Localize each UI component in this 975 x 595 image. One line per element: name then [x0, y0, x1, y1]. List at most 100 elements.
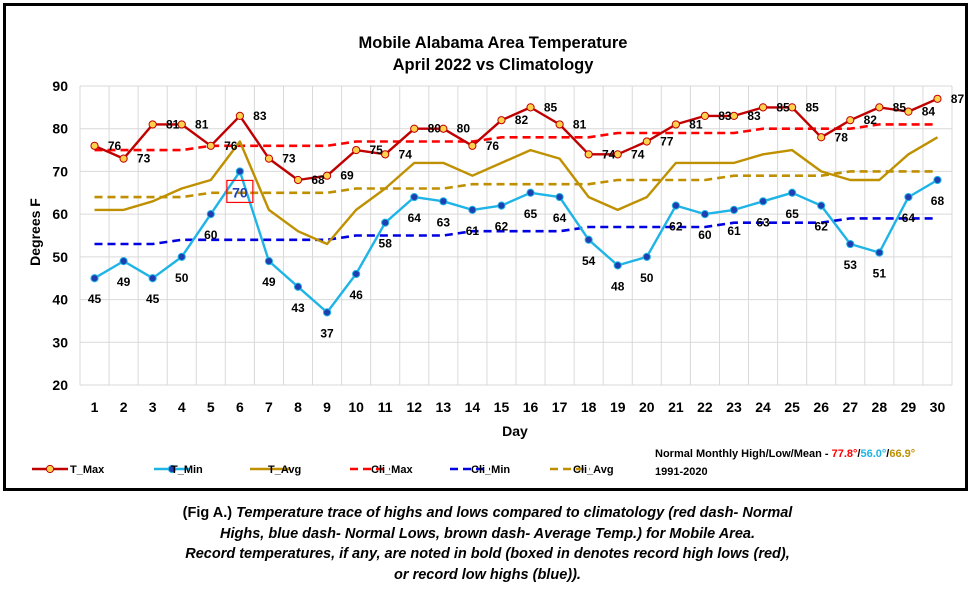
y-tick-label-20: 20 — [52, 377, 68, 393]
t-max-label-day-30: 87 — [951, 92, 965, 106]
legend-label-cli-avg: Cli_Avg — [573, 464, 614, 476]
normals-separator-2: / — [886, 448, 889, 460]
y-axis-label: Degrees F — [27, 198, 43, 266]
t-max-label-day-17: 81 — [573, 117, 587, 131]
y-tick-label-60: 60 — [52, 206, 68, 222]
t-min-label-day-19: 48 — [611, 279, 625, 293]
chart-subtitle: April 2022 vs Climatology — [393, 56, 595, 74]
t-min-point-day-6 — [235, 167, 244, 176]
t-max-label-day-3: 81 — [166, 117, 180, 131]
t-min-label-day-10: 46 — [349, 288, 363, 302]
caption-line-3: Record temperatures, if any, are noted i… — [185, 546, 790, 562]
series-line-t-max — [94, 97, 938, 182]
t-max-label-day-16: 85 — [544, 100, 558, 114]
t-min-label-day-7: 49 — [262, 275, 276, 289]
t-max-label-day-2: 73 — [137, 152, 151, 166]
series-line-cli-avg — [94, 170, 938, 199]
t-min-label-day-22: 60 — [698, 228, 712, 242]
t-max-label-day-25: 85 — [805, 100, 819, 114]
x-tick-label-26: 26 — [813, 399, 829, 415]
t-max-point-day-17 — [555, 120, 564, 129]
t-max-label-day-11: 74 — [399, 147, 413, 161]
caption-line-2: Highs, blue dash- Normal Lows, brown das… — [220, 525, 755, 542]
t-max-point-day-1 — [90, 141, 99, 150]
t-max-point-day-10 — [352, 145, 361, 155]
x-tick-label-20: 20 — [639, 399, 655, 415]
t-max-point-day-2 — [119, 154, 128, 163]
t-max-point-day-9 — [322, 171, 332, 180]
legend-label-cli-min: Cli_Min — [471, 464, 510, 476]
t-min-label-day-17: 64 — [553, 211, 567, 225]
t-max-point-day-15 — [497, 116, 506, 125]
t-min-point-day-28 — [875, 248, 884, 257]
normal-low: 56.0° — [860, 448, 886, 460]
legend-marker-t-min — [167, 464, 177, 474]
t-max-label-day-23: 83 — [747, 109, 761, 123]
t-max-point-day-5 — [206, 141, 215, 150]
t-min-point-day-8 — [293, 282, 303, 291]
y-tick-label-30: 30 — [52, 334, 68, 350]
t-min-label-day-23: 61 — [727, 224, 741, 238]
x-tick-label-24: 24 — [755, 399, 771, 415]
t-min-label-day-11: 58 — [379, 237, 393, 251]
t-max-point-day-12 — [410, 124, 419, 133]
x-tick-label-9: 9 — [323, 399, 331, 415]
t-min-point-day-24 — [758, 197, 768, 206]
series-line-t-min — [93, 170, 939, 314]
t-min-point-day-2 — [119, 257, 128, 266]
t-min-point-day-16 — [526, 188, 535, 197]
t-max-point-day-30 — [933, 94, 942, 103]
x-tick-label-7: 7 — [265, 399, 273, 415]
normals-label: Normal Monthly High/Low/Mean - — [655, 448, 832, 460]
t-min-label-day-18: 54 — [582, 254, 596, 268]
t-min-point-day-13 — [439, 197, 448, 206]
t-min-label-day-24: 63 — [756, 215, 770, 229]
t-min-label-day-15: 62 — [495, 220, 509, 234]
t-min-label-day-16: 65 — [524, 207, 538, 221]
t-max-label-day-8: 68 — [311, 173, 325, 187]
t-min-point-day-11 — [381, 218, 390, 227]
t-max-label-day-19: 74 — [631, 147, 645, 161]
t-max-point-day-7 — [264, 154, 274, 163]
t-min-point-day-17 — [555, 192, 564, 202]
t-min-label-day-27: 53 — [844, 258, 858, 272]
t-max-point-day-8 — [293, 175, 303, 185]
t-max-label-day-21: 81 — [689, 117, 703, 131]
t-max-point-day-4 — [177, 120, 186, 129]
normals-period: 1991-2020 — [655, 466, 708, 478]
x-tick-label-6: 6 — [236, 399, 244, 415]
t-max-point-day-3 — [148, 120, 157, 129]
t-max-point-day-29 — [904, 107, 913, 116]
y-tick-label-50: 50 — [52, 249, 68, 265]
t-min-label-day-12: 64 — [408, 211, 422, 225]
t-max-point-day-20 — [642, 137, 651, 146]
t-max-label-day-22: 83 — [718, 109, 732, 123]
x-tick-label-16: 16 — [523, 399, 539, 415]
t-max-label-day-26: 78 — [835, 130, 849, 144]
figure-caption: (Fig A.) Temperature trace of highs and … — [0, 503, 975, 585]
x-tick-label-25: 25 — [784, 399, 800, 415]
chart-title: Mobile Alabama Area Temperature — [359, 34, 628, 52]
record-box-day-6 — [226, 179, 254, 204]
x-tick-label-2: 2 — [120, 399, 128, 415]
t-max-label-day-4: 81 — [195, 117, 209, 131]
x-tick-label-10: 10 — [348, 399, 364, 415]
series-line-cli-max — [94, 123, 938, 152]
t-min-label-day-25: 65 — [785, 207, 799, 221]
t-min-label-day-14: 61 — [466, 224, 480, 238]
t-max-point-day-13 — [439, 124, 448, 133]
t-max-label-day-29: 84 — [922, 105, 936, 119]
t-min-label-day-28: 51 — [873, 267, 887, 281]
t-max-point-day-28 — [875, 103, 884, 112]
t-min-label-day-5: 60 — [204, 228, 218, 242]
t-min-point-day-27 — [846, 239, 855, 249]
t-max-point-day-18 — [584, 150, 593, 159]
record-label-day-6: 70 — [232, 184, 248, 200]
t-min-label-day-13: 63 — [437, 215, 451, 229]
t-min-point-day-14 — [468, 205, 477, 214]
series-line-cli-min — [94, 217, 938, 246]
t-max-point-day-11 — [381, 150, 390, 159]
x-tick-label-30: 30 — [930, 399, 946, 415]
legend-label-t-min: T_Min — [171, 464, 203, 476]
t-min-point-day-7 — [264, 257, 274, 266]
